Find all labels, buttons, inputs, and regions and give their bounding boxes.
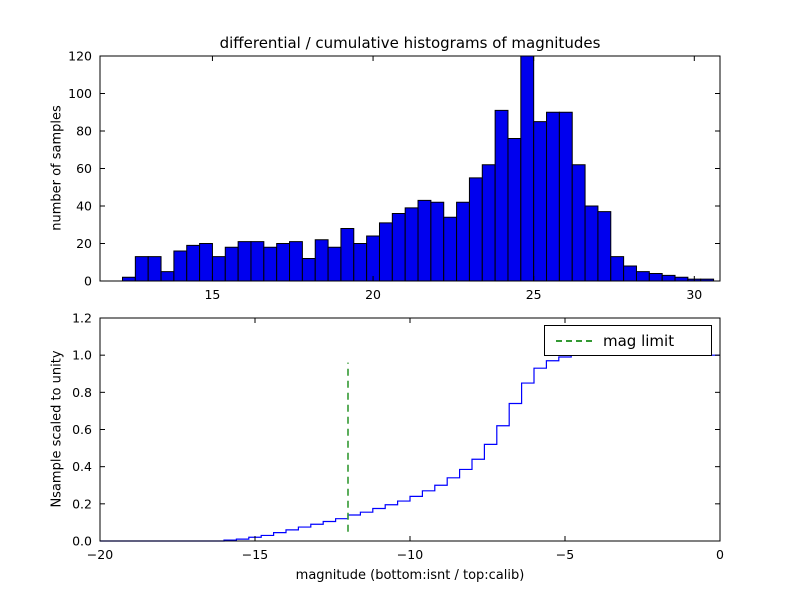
histogram-bar xyxy=(289,241,303,282)
y-tick-label: 0.2 xyxy=(72,496,92,511)
histogram-bar xyxy=(533,121,548,282)
histogram-bar xyxy=(263,246,278,282)
y-tick-label: 60 xyxy=(76,161,92,176)
histogram-bar xyxy=(571,164,586,282)
histogram-bar xyxy=(211,256,226,282)
x-tick-label: 30 xyxy=(686,287,702,302)
histogram-bar xyxy=(391,213,406,282)
histogram-bar xyxy=(134,256,149,282)
y-tick-label: 0 xyxy=(84,274,92,289)
histogram-bar xyxy=(224,246,239,282)
histogram-bar xyxy=(250,241,265,282)
x-tick-label: 20 xyxy=(365,287,381,302)
histogram-bar xyxy=(276,243,291,282)
x-tick-label: −15 xyxy=(242,547,268,562)
histogram-bar xyxy=(327,246,342,282)
legend-dashed-line-sample xyxy=(556,339,592,342)
y-tick-label: 0.6 xyxy=(72,422,92,437)
x-tick-label: 0 xyxy=(716,547,724,562)
y-tick-label: 40 xyxy=(76,199,92,214)
histogram-bar xyxy=(417,199,432,282)
histogram-bar xyxy=(635,271,650,282)
bottom-x-axis-label: magnitude (bottom:isnt / top:calib) xyxy=(295,568,525,583)
histogram-bar xyxy=(121,276,136,282)
histogram-bar xyxy=(199,243,213,282)
histogram-bar xyxy=(468,177,483,282)
histogram-bar xyxy=(610,256,625,282)
histogram-bar xyxy=(674,276,689,282)
bottom-y-axis-label: Nsample scaled to unity xyxy=(49,350,65,508)
legend-label: mag limit xyxy=(603,331,675,350)
histogram-bar xyxy=(648,273,663,282)
histogram-bar xyxy=(584,205,599,282)
histogram-bar xyxy=(481,164,496,282)
histogram-bar xyxy=(366,235,380,282)
histogram-bar xyxy=(456,201,470,282)
histogram-bar xyxy=(237,241,252,282)
y-tick-label: 100 xyxy=(68,86,92,101)
histogram-bar xyxy=(443,216,458,282)
histogram-bar xyxy=(494,109,509,282)
x-tick-label: −5 xyxy=(556,547,574,562)
histogram-bar xyxy=(507,138,522,282)
histogram-bar xyxy=(314,239,329,282)
y-tick-label: 0.0 xyxy=(72,534,92,549)
histogram-bar xyxy=(520,55,535,282)
x-tick-label: −10 xyxy=(397,547,423,562)
x-tick-label: 25 xyxy=(526,287,542,302)
histogram-bar xyxy=(661,274,676,282)
histogram-bar xyxy=(546,111,560,282)
top-y-axis-label: number of samples xyxy=(49,105,65,231)
histogram-bar xyxy=(404,207,419,282)
histogram-bar xyxy=(186,244,201,282)
cumulative-step-line xyxy=(100,354,720,542)
histogram-bar xyxy=(173,250,188,282)
y-tick-label: 20 xyxy=(76,236,92,251)
x-tick-label: 15 xyxy=(204,287,220,302)
histogram-bar xyxy=(160,271,175,282)
legend: mag limit xyxy=(544,325,712,356)
histogram-bar xyxy=(378,222,393,282)
histogram-bar xyxy=(301,258,316,282)
histogram-bar xyxy=(558,111,573,282)
y-tick-label: 0.4 xyxy=(72,459,92,474)
histogram-bar xyxy=(623,265,637,282)
y-tick-label: 1.0 xyxy=(72,348,92,363)
histogram-bar xyxy=(353,243,368,282)
histogram-bar xyxy=(597,211,612,282)
y-tick-label: 80 xyxy=(76,124,92,139)
y-tick-label: 0.8 xyxy=(72,385,92,400)
histogram-bar xyxy=(430,201,445,282)
x-tick-label: −20 xyxy=(87,547,113,562)
y-tick-label: 1.2 xyxy=(72,311,92,326)
chart-title: differential / cumulative histograms of … xyxy=(219,34,601,52)
y-tick-label: 120 xyxy=(68,49,92,64)
histogram-bar xyxy=(340,228,355,282)
histogram-bar xyxy=(147,256,162,282)
